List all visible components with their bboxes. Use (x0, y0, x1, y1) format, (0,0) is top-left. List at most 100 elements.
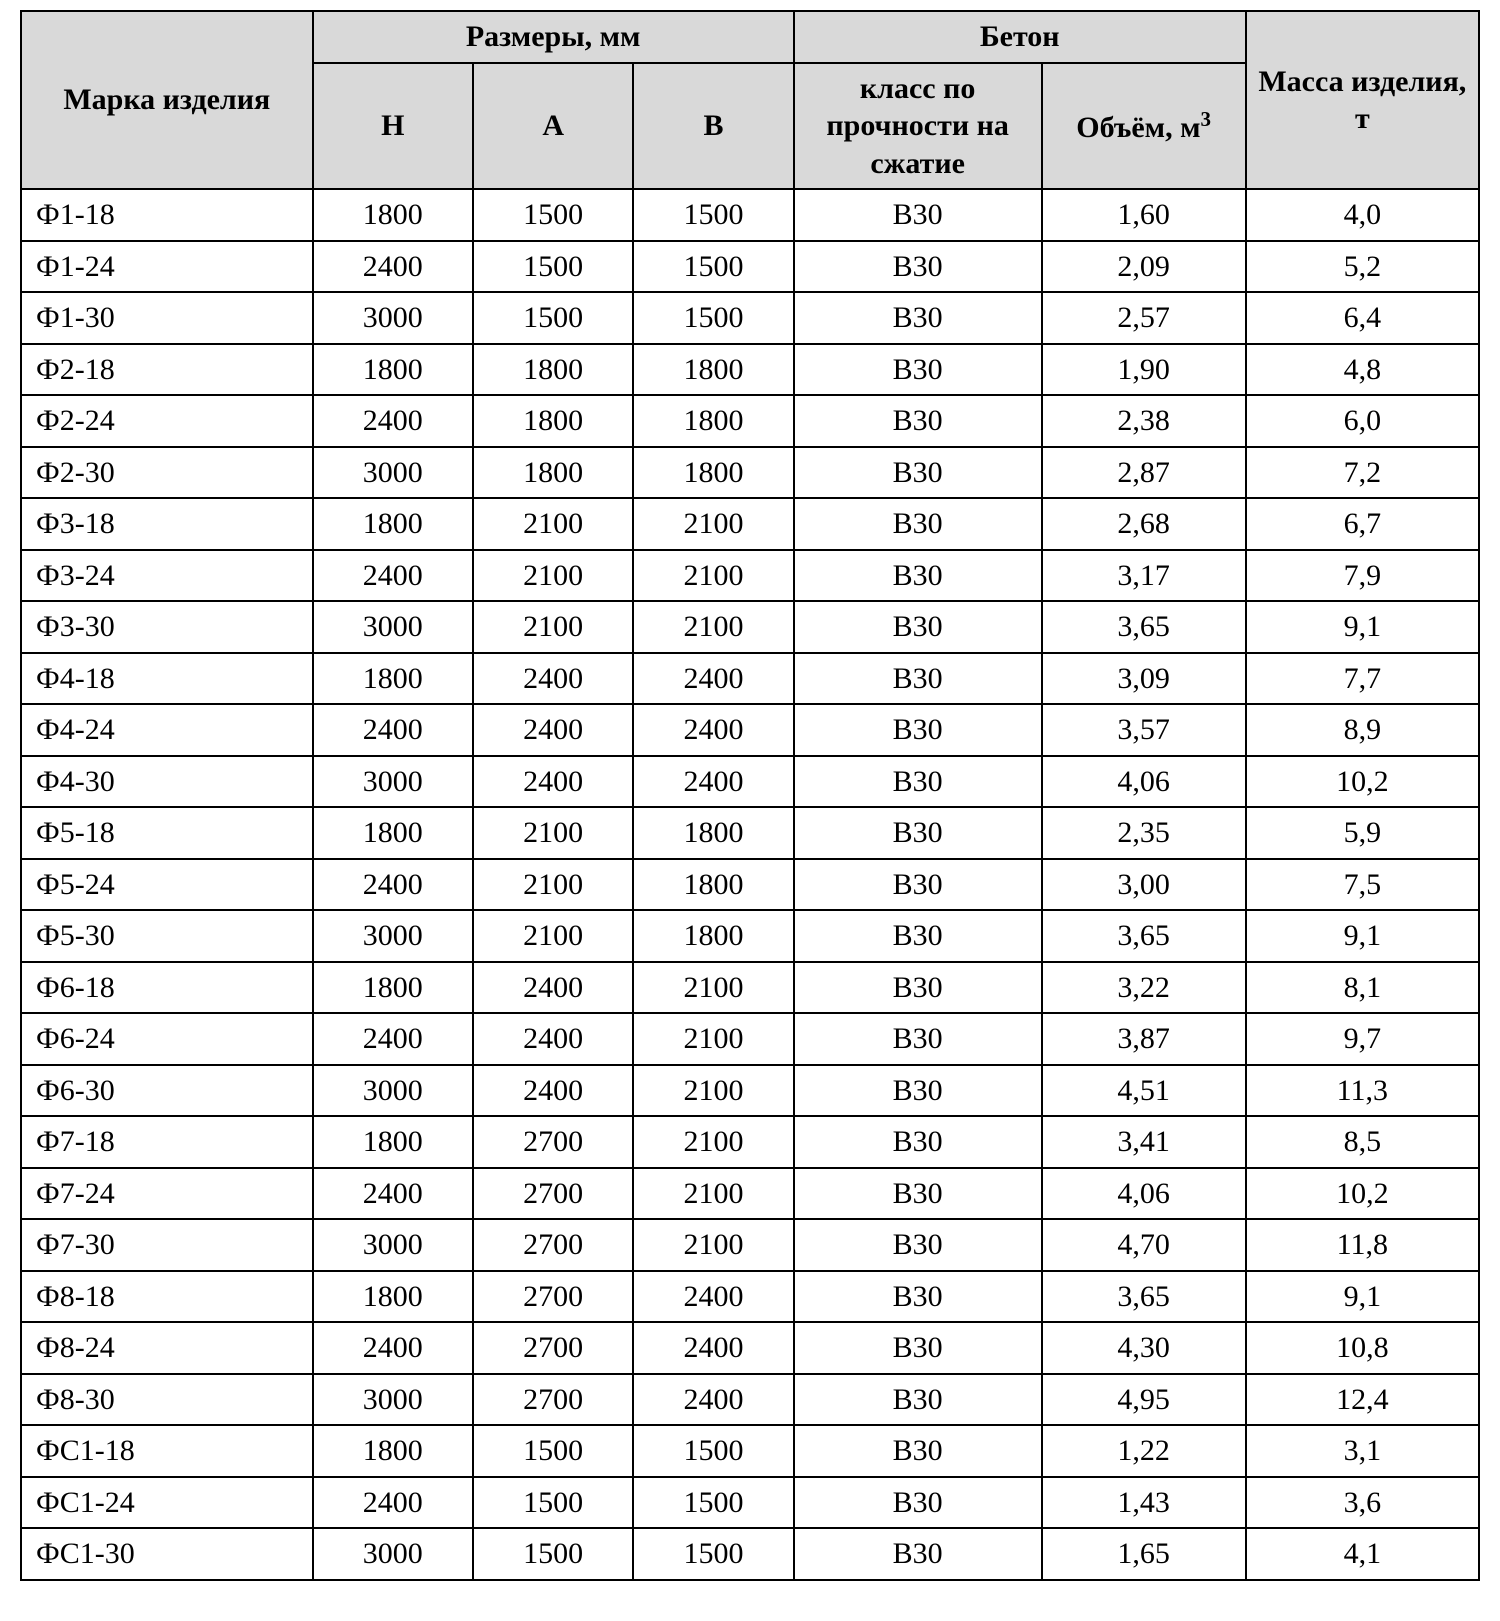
cell-h: 1800 (313, 498, 473, 550)
cell-class: В30 (794, 1013, 1042, 1065)
cell-mark: Ф3-24 (21, 550, 313, 602)
cell-b: 2400 (633, 756, 793, 808)
cell-mark: Ф2-18 (21, 344, 313, 396)
cell-mark: Ф5-24 (21, 859, 313, 911)
cell-a: 1800 (473, 447, 633, 499)
cell-h: 2400 (313, 859, 473, 911)
cell-mass: 12,4 (1246, 1374, 1479, 1426)
table-row: Ф7-18180027002100В303,418,5 (21, 1116, 1479, 1168)
cell-mark: Ф2-24 (21, 395, 313, 447)
cell-mark: Ф8-18 (21, 1271, 313, 1323)
cell-b: 1500 (633, 292, 793, 344)
cell-b: 2100 (633, 550, 793, 602)
cell-h: 3000 (313, 1219, 473, 1271)
cell-a: 2100 (473, 601, 633, 653)
cell-class: В30 (794, 1425, 1042, 1477)
cell-class: В30 (794, 807, 1042, 859)
cell-class: В30 (794, 1168, 1042, 1220)
cell-class: В30 (794, 447, 1042, 499)
table-row: Ф4-24240024002400В303,578,9 (21, 704, 1479, 756)
cell-h: 3000 (313, 756, 473, 808)
cell-mark: Ф7-30 (21, 1219, 313, 1271)
cell-b: 2100 (633, 601, 793, 653)
cell-a: 2700 (473, 1271, 633, 1323)
cell-mark: Ф4-18 (21, 653, 313, 705)
table-body: Ф1-18180015001500В301,604,0Ф1-2424001500… (21, 189, 1479, 1580)
cell-a: 1500 (473, 1425, 633, 1477)
cell-a: 2700 (473, 1219, 633, 1271)
cell-volume: 4,30 (1042, 1322, 1246, 1374)
cell-class: В30 (794, 395, 1042, 447)
cell-volume: 1,43 (1042, 1477, 1246, 1529)
cell-mark: Ф4-30 (21, 756, 313, 808)
cell-volume: 3,65 (1042, 910, 1246, 962)
cell-b: 2100 (633, 1116, 793, 1168)
cell-mass: 11,3 (1246, 1065, 1479, 1117)
cell-a: 2100 (473, 859, 633, 911)
cell-b: 2100 (633, 1013, 793, 1065)
table-row: ФС1-18180015001500В301,223,1 (21, 1425, 1479, 1477)
cell-class: В30 (794, 962, 1042, 1014)
cell-mass: 7,7 (1246, 653, 1479, 705)
cell-mark: ФС1-30 (21, 1528, 313, 1580)
cell-b: 2100 (633, 1219, 793, 1271)
table-row: ФС1-24240015001500В301,433,6 (21, 1477, 1479, 1529)
cell-volume: 2,38 (1042, 395, 1246, 447)
cell-mark: Ф3-30 (21, 601, 313, 653)
cell-class: В30 (794, 859, 1042, 911)
cell-mass: 8,5 (1246, 1116, 1479, 1168)
cell-volume: 2,87 (1042, 447, 1246, 499)
cell-a: 2400 (473, 704, 633, 756)
cell-class: В30 (794, 1322, 1042, 1374)
cell-class: В30 (794, 498, 1042, 550)
cell-mass: 6,0 (1246, 395, 1479, 447)
cell-class: В30 (794, 1116, 1042, 1168)
cell-class: В30 (794, 601, 1042, 653)
cell-mark: Ф3-18 (21, 498, 313, 550)
cell-b: 1800 (633, 344, 793, 396)
cell-a: 2100 (473, 807, 633, 859)
cell-b: 1800 (633, 395, 793, 447)
cell-b: 2100 (633, 498, 793, 550)
table-head: Марка изделия Размеры, мм Бетон Масса из… (21, 11, 1479, 189)
cell-b: 1500 (633, 1425, 793, 1477)
header-class: класс по прочности на сжатие (794, 63, 1042, 190)
cell-volume: 3,57 (1042, 704, 1246, 756)
cell-mark: Ф2-30 (21, 447, 313, 499)
cell-h: 2400 (313, 1168, 473, 1220)
cell-class: В30 (794, 910, 1042, 962)
cell-b: 2100 (633, 1065, 793, 1117)
table-row: Ф3-24240021002100В303,177,9 (21, 550, 1479, 602)
cell-a: 1500 (473, 292, 633, 344)
cell-b: 1500 (633, 1477, 793, 1529)
cell-a: 2100 (473, 550, 633, 602)
table-row: Ф8-18180027002400В303,659,1 (21, 1271, 1479, 1323)
cell-h: 1800 (313, 807, 473, 859)
cell-h: 1800 (313, 1116, 473, 1168)
cell-b: 2400 (633, 1374, 793, 1426)
cell-h: 3000 (313, 910, 473, 962)
cell-a: 2400 (473, 1065, 633, 1117)
cell-volume: 2,57 (1042, 292, 1246, 344)
table-row: Ф4-30300024002400В304,0610,2 (21, 756, 1479, 808)
page: Марка изделия Размеры, мм Бетон Масса из… (0, 0, 1500, 1591)
table-row: ФС1-30300015001500В301,654,1 (21, 1528, 1479, 1580)
cell-a: 2700 (473, 1374, 633, 1426)
header-b: B (633, 63, 793, 190)
cell-b: 2400 (633, 1322, 793, 1374)
cell-mark: Ф8-24 (21, 1322, 313, 1374)
cell-mass: 5,2 (1246, 241, 1479, 293)
table-row: Ф5-30300021001800В303,659,1 (21, 910, 1479, 962)
cell-mark: Ф6-30 (21, 1065, 313, 1117)
table-row: Ф6-18180024002100В303,228,1 (21, 962, 1479, 1014)
cell-class: В30 (794, 1219, 1042, 1271)
table-row: Ф6-24240024002100В303,879,7 (21, 1013, 1479, 1065)
header-volume: Объём, м3 (1042, 63, 1246, 190)
header-row-1: Марка изделия Размеры, мм Бетон Масса из… (21, 11, 1479, 63)
cell-h: 2400 (313, 1477, 473, 1529)
cell-class: В30 (794, 1271, 1042, 1323)
cell-volume: 3,09 (1042, 653, 1246, 705)
cell-mass: 9,1 (1246, 601, 1479, 653)
cell-mass: 6,4 (1246, 292, 1479, 344)
cell-b: 2100 (633, 1168, 793, 1220)
